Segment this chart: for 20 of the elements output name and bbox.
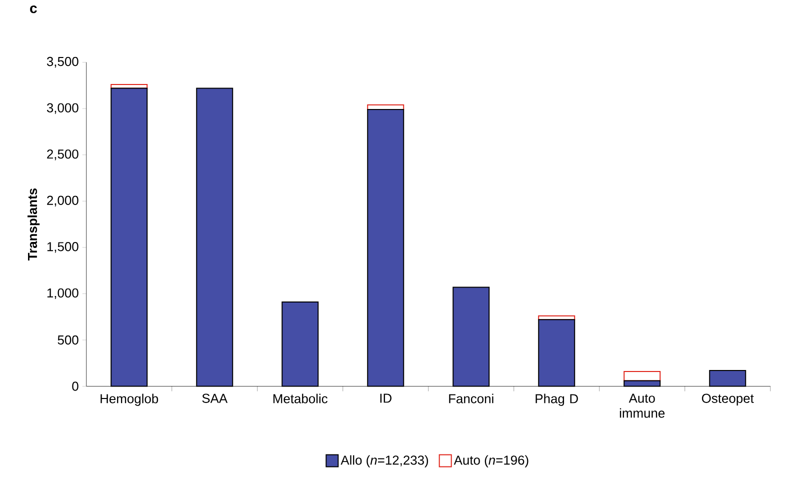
legend-label: Allo (n=12,233) — [340, 455, 428, 468]
y-tick-label: 0 — [72, 382, 78, 391]
y-tick-label: 2,000 — [47, 196, 78, 206]
y-tick-label: 3,000 — [46, 103, 78, 114]
x-tick-label: Osteopet — [702, 394, 754, 406]
y-tick-label: 1,500 — [47, 242, 78, 253]
x-tick-label: Phag D — [536, 394, 578, 406]
x-tick-label: Auto immune — [620, 394, 665, 418]
x-tick-label: Fanconi — [449, 394, 494, 404]
x-tick-label: Metabolic — [273, 394, 328, 404]
y-tick-label: 500 — [58, 335, 78, 345]
x-tick-label: SAA — [202, 394, 228, 403]
x-tick-label: ID — [380, 394, 392, 403]
x-tick-label: Hemoglob — [100, 394, 158, 406]
y-axis-title: Transplants — [28, 188, 40, 260]
y-tick-label: 3,500 — [46, 56, 78, 68]
y-tick-label: 2,500 — [47, 149, 78, 160]
legend-label: Auto (n=196) — [454, 455, 528, 468]
y-tick-label: 1,000 — [47, 288, 78, 300]
chart-title: c — [30, 6, 37, 14]
